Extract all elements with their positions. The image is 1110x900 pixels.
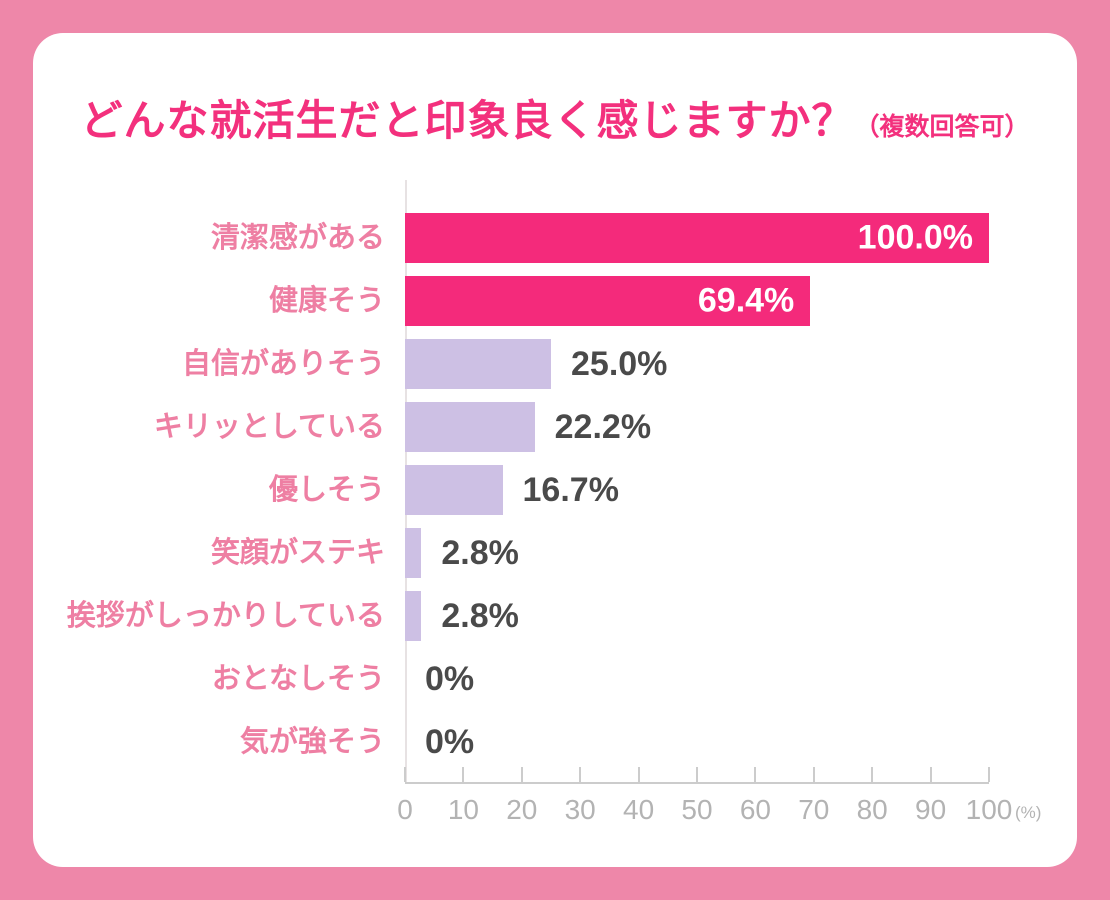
x-tick (871, 767, 874, 782)
bar-track: 100.0% (405, 213, 989, 263)
bar (405, 339, 551, 389)
x-tick (579, 767, 582, 782)
x-axis-unit: (%) (1015, 803, 1042, 822)
x-tick-label: 20 (506, 794, 538, 825)
value-label: 2.8% (441, 533, 519, 572)
value-label: 0% (425, 722, 475, 761)
x-tick-label: 10 (447, 794, 479, 825)
chart-card: どんな就活生だと印象良く感じますか？（複数回答可） 清潔感がある 100.0% … (33, 33, 1077, 867)
value-label: 22.2% (554, 407, 652, 446)
bar (405, 528, 422, 578)
x-tick-label: 100 (965, 794, 1013, 825)
category-label: 笑顔がステキ (210, 537, 385, 569)
bar-track: 16.7% (405, 465, 989, 515)
chart-row: おとなしそう 0% (33, 654, 989, 704)
x-tick (637, 767, 640, 782)
x-tick (929, 767, 932, 782)
category-label: キリッとしている (153, 411, 385, 443)
category-label: おとなしそう (211, 663, 385, 695)
x-tick (404, 767, 406, 782)
chart-title-text: どんな就活生だと印象良く感じますか？ (80, 97, 855, 144)
bar-track: 0% (405, 717, 989, 767)
bar: 69.4% (405, 276, 811, 326)
chart-row: 自信がありそう 25.0% (33, 339, 989, 389)
bar-chart: 清潔感がある 100.0% 健康そう 69.4% 自信がありそう (33, 180, 1041, 828)
x-tick (520, 767, 523, 782)
x-tick-label: 40 (623, 794, 655, 825)
bar (405, 465, 503, 515)
value-label: 100.0% (857, 218, 973, 257)
chart-row: キリッとしている 22.2% (33, 402, 989, 452)
x-axis (404, 767, 990, 784)
value-label: 2.8% (441, 596, 519, 635)
bar-track: 22.2% (405, 402, 989, 452)
chart-title-note: （複数回答可） (854, 113, 1030, 141)
x-tick (696, 767, 698, 782)
value-label: 69.4% (697, 281, 795, 320)
x-tick-label: 90 (915, 794, 947, 825)
x-tick-label: 50 (681, 794, 713, 825)
value-label: 16.7% (522, 470, 619, 509)
chart-row: 清潔感がある 100.0% (33, 213, 989, 263)
category-label: 優しそう (268, 474, 385, 506)
bar (405, 402, 535, 452)
x-tick-label: 30 (564, 794, 596, 825)
x-axis-labels: (%) 0 10 20 30 40 50 60 70 80 90 100 (397, 784, 1041, 828)
bar-track: 2.8% (405, 528, 989, 578)
x-tick-label: 70 (798, 794, 830, 825)
bar-track: 0% (405, 654, 989, 704)
value-label: 0% (425, 659, 475, 698)
category-label: 清潔感がある (210, 222, 385, 254)
bar: 100.0% (405, 213, 989, 263)
bar-track: 2.8% (405, 591, 989, 641)
bar (405, 591, 422, 641)
x-tick (812, 767, 815, 782)
x-tick-label: 80 (856, 794, 888, 825)
chart-row: 気が強そう 0% (33, 717, 989, 767)
x-tick-label: 60 (739, 794, 771, 825)
category-label: 健康そう (268, 285, 385, 317)
chart-title: どんな就活生だと印象良く感じますか？（複数回答可） (33, 96, 1077, 156)
chart-rows: 清潔感がある 100.0% 健康そう 69.4% 自信がありそう (33, 213, 989, 767)
category-label: 挨拶がしっかりしている (66, 600, 385, 632)
value-label: 25.0% (571, 344, 668, 383)
x-tick (462, 767, 465, 782)
x-tick (754, 767, 757, 782)
chart-row: 優しそう 16.7% (33, 465, 989, 515)
category-label: 自信がありそう (181, 348, 385, 380)
chart-row: 笑顔がステキ 2.8% (33, 528, 989, 578)
bar-track: 25.0% (405, 339, 989, 389)
chart-row: 挨拶がしっかりしている 2.8% (33, 591, 989, 641)
x-tick (988, 767, 990, 782)
bar-track: 69.4% (405, 276, 989, 326)
category-label: 気が強そう (239, 726, 385, 758)
chart-row: 健康そう 69.4% (33, 276, 989, 326)
x-tick-label: 0 (397, 794, 413, 825)
